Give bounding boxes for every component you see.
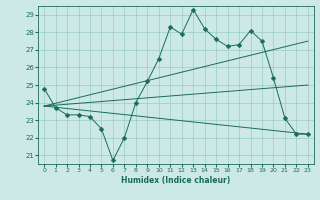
X-axis label: Humidex (Indice chaleur): Humidex (Indice chaleur) <box>121 176 231 185</box>
